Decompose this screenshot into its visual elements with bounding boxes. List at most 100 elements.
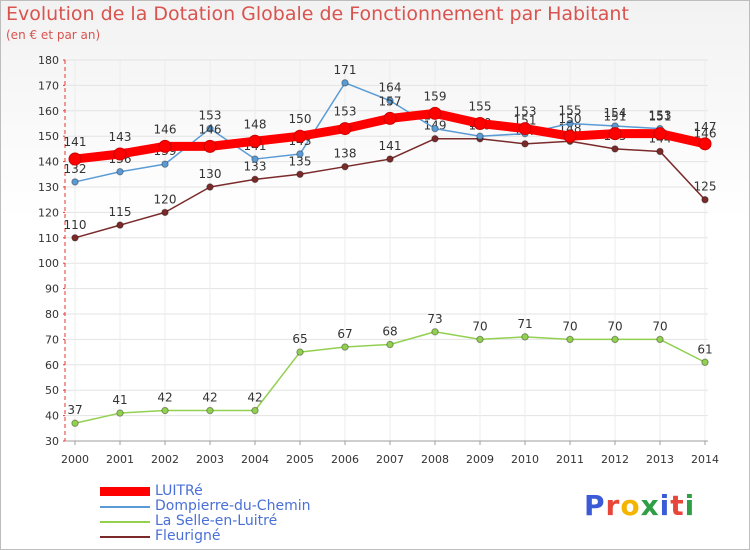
data-label-la-selle-en-luitre: 42	[157, 391, 172, 405]
data-point-dompierre-du-chemin	[116, 168, 124, 176]
data-label-la-selle-en-luitre: 70	[472, 319, 487, 333]
data-label-la-selle-en-luitre: 65	[292, 332, 307, 346]
y-tick-label: 180	[38, 54, 59, 67]
data-point-la-selle-en-luitre	[431, 328, 439, 336]
data-label-la-selle-en-luitre: 41	[112, 393, 127, 407]
logo-letter: i	[659, 489, 671, 522]
data-label-la-selle-en-luitre: 61	[697, 342, 712, 356]
x-tick-label: 2009	[466, 453, 494, 466]
data-label-la-selle-en-luitre: 42	[247, 391, 262, 405]
y-tick-label: 120	[38, 206, 59, 219]
chart-title: Evolution de la Dotation Globale de Fonc…	[6, 3, 629, 25]
x-tick-label: 2012	[601, 453, 629, 466]
data-label-la-selle-en-luitre: 67	[337, 327, 352, 341]
data-point-la-selle-en-luitre	[341, 343, 349, 351]
logo-letter: t	[670, 489, 685, 522]
data-point-luitre	[608, 127, 622, 141]
x-tick-label: 2010	[511, 453, 539, 466]
data-label-la-selle-en-luitre: 70	[652, 319, 667, 333]
y-tick-label: 170	[38, 79, 59, 92]
data-label-dompierre-du-chemin: 132	[64, 162, 87, 176]
y-tick-label: 100	[38, 257, 59, 270]
data-label-dompierre-du-chemin: 164	[379, 81, 402, 95]
data-point-fleurigne	[296, 170, 304, 179]
data-point-fleurigne	[251, 175, 259, 184]
data-label-la-selle-en-luitre: 71	[517, 317, 532, 331]
data-point-fleurigne	[431, 135, 439, 143]
data-label-luitre: 151	[604, 110, 627, 124]
data-point-luitre	[698, 137, 712, 151]
y-tick-label: 60	[45, 359, 59, 372]
data-label-la-selle-en-luitre: 42	[202, 391, 217, 405]
data-label-luitre: 146	[154, 122, 177, 136]
data-point-fleurigne	[386, 155, 394, 163]
chart-subtitle: (en € et par an)	[6, 28, 101, 42]
data-label-luitre: 148	[244, 117, 267, 131]
data-point-la-selle-en-luitre	[71, 419, 79, 427]
logo-letter: o	[620, 489, 641, 522]
legend-item-dompierre: Dompierre-du-Chemin	[100, 499, 310, 514]
data-label-la-selle-en-luitre: 68	[382, 324, 397, 338]
data-point-luitre	[68, 152, 82, 166]
data-point-fleurigne	[656, 147, 664, 156]
data-point-la-selle-en-luitre	[476, 335, 484, 344]
data-point-la-selle-en-luitre	[296, 348, 304, 356]
x-tick-label: 2013	[646, 453, 674, 466]
y-tick-label: 150	[38, 130, 59, 143]
data-point-luitre	[248, 134, 262, 148]
y-tick-label: 50	[45, 384, 59, 397]
data-point-luitre	[203, 139, 217, 153]
data-point-fleurigne	[71, 234, 79, 242]
data-point-la-selle-en-luitre	[701, 358, 709, 366]
data-point-luitre	[383, 111, 397, 125]
logo-letter: r	[605, 489, 621, 522]
data-label-luitre: 146	[199, 122, 222, 136]
legend-label-dompierre: Dompierre-du-Chemin	[155, 498, 311, 514]
data-label-dompierre-du-chemin: 154	[604, 106, 627, 120]
data-point-dompierre-du-chemin	[566, 119, 574, 128]
data-label-fleurigne: 141	[379, 139, 402, 153]
data-point-la-selle-en-luitre	[656, 335, 664, 344]
data-point-dompierre-du-chemin	[251, 155, 259, 163]
y-tick-label: 140	[38, 156, 59, 169]
data-point-fleurigne	[341, 162, 349, 171]
data-point-dompierre-du-chemin	[71, 178, 79, 186]
data-point-la-selle-en-luitre	[611, 335, 619, 344]
legend-item-fleurigne: Fleurigné	[100, 529, 310, 544]
x-tick-label: 2006	[331, 453, 359, 466]
data-point-fleurigne	[161, 208, 169, 217]
data-point-luitre	[113, 147, 127, 161]
data-point-luitre	[518, 122, 532, 136]
logo-letter: i	[684, 489, 696, 522]
data-point-la-selle-en-luitre	[521, 333, 529, 341]
data-point-la-selle-en-luitre	[206, 406, 214, 415]
data-label-luitre: 151	[649, 110, 672, 124]
data-point-luitre	[338, 122, 352, 136]
legend-label-luitre: LUITRé	[155, 483, 203, 499]
logo-letter: x	[640, 489, 660, 522]
data-label-la-selle-en-luitre: 70	[562, 319, 577, 333]
data-point-dompierre-du-chemin	[296, 150, 304, 158]
legend-label-fleurigne: Fleurigné	[155, 528, 221, 544]
y-tick-label: 160	[38, 105, 59, 118]
legend-label-la-selle: La Selle-en-Luitré	[155, 513, 278, 529]
data-label-luitre: 150	[559, 112, 582, 126]
data-label-fleurigne: 138	[334, 147, 357, 161]
data-point-fleurigne	[206, 183, 214, 191]
data-point-luitre	[158, 139, 172, 153]
data-label-la-selle-en-luitre: 37	[67, 403, 82, 417]
data-label-fleurigne: 120	[154, 192, 177, 206]
data-point-fleurigne	[611, 145, 619, 153]
y-tick-label: 130	[38, 181, 59, 194]
x-tick-label: 2005	[286, 453, 314, 466]
data-point-dompierre-du-chemin	[386, 96, 394, 105]
data-point-luitre	[293, 129, 307, 143]
data-point-luitre	[563, 129, 577, 143]
legend-swatch-luitre	[100, 487, 150, 496]
data-point-fleurigne	[116, 221, 124, 229]
legend-swatch-fleurigne	[100, 535, 150, 538]
data-label-luitre: 159	[424, 89, 447, 103]
x-tick-label: 2008	[421, 453, 449, 466]
data-label-fleurigne: 133	[244, 159, 267, 173]
